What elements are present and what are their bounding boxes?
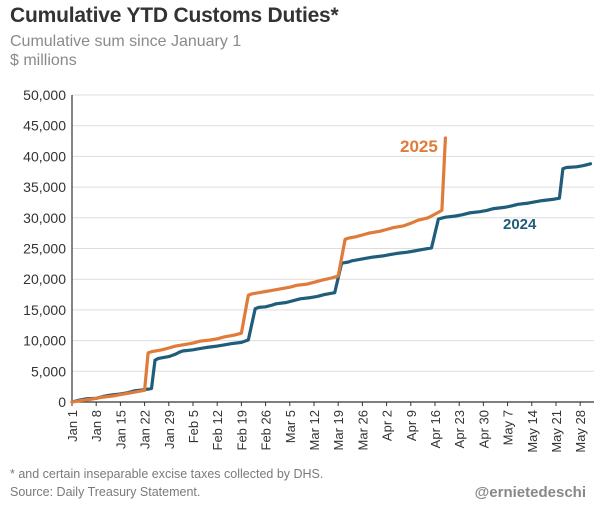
y-tick-label: 50,000 (23, 87, 66, 103)
footnote: * and certain inseparable excise taxes c… (10, 467, 324, 481)
x-tick-label: Apr 9 (404, 410, 419, 441)
x-tick-label: Jan 1 (65, 410, 80, 442)
y-tick-label: 25,000 (23, 241, 66, 257)
y-tick-label: 5,000 (31, 363, 66, 379)
x-tick-label: May 7 (501, 410, 516, 445)
y-tick-label: 20,000 (23, 271, 66, 287)
y-tick-label: 45,000 (23, 118, 66, 134)
x-tick-label: May 21 (549, 410, 564, 453)
series-label-2024: 2024 (503, 216, 537, 233)
chart-title: Cumulative YTD Customs Duties* (10, 4, 339, 27)
y-tick-label: 10,000 (23, 333, 66, 349)
author-handle: @ernietedeschi (474, 484, 586, 501)
series-label-2025: 2025 (400, 137, 438, 156)
y-tick-label: 35,000 (23, 179, 66, 195)
x-tick-label: Apr 30 (476, 410, 491, 448)
x-tick-label: May 14 (525, 410, 540, 453)
x-tick-label: Feb 26 (259, 410, 274, 450)
source-note: Source: Daily Treasury Statement. (10, 485, 201, 499)
x-tick-label: Mar 12 (307, 410, 322, 450)
x-tick-label: Apr 2 (380, 410, 395, 441)
y-tick-label: 15,000 (23, 302, 66, 318)
y-tick-label: 0 (58, 394, 66, 410)
x-tick-label: Feb 5 (186, 410, 201, 443)
x-tick-label: Apr 16 (428, 410, 443, 448)
x-tick-label: Mar 5 (283, 410, 298, 443)
x-tick-label: Jan 15 (113, 410, 128, 449)
x-tick-label: Jan 8 (89, 410, 104, 442)
x-tick-label: Jan 29 (162, 410, 177, 449)
series-line-2025 (70, 136, 447, 404)
chart-units: $ millions (10, 52, 77, 69)
x-tick-label: Apr 23 (452, 410, 467, 448)
series-line-2024 (70, 162, 593, 404)
x-tick-label: Mar 19 (331, 410, 346, 450)
chart-subtitle: Cumulative sum since January 1 (10, 33, 242, 50)
y-tick-label: 30,000 (23, 210, 66, 226)
x-tick-label: Jan 22 (138, 410, 153, 449)
x-tick-label: Feb 19 (234, 410, 249, 450)
y-tick-label: 40,000 (23, 148, 66, 164)
x-tick-label: Mar 26 (355, 410, 370, 450)
x-tick-label: Feb 12 (210, 410, 225, 450)
x-tick-label: May 28 (573, 410, 588, 453)
